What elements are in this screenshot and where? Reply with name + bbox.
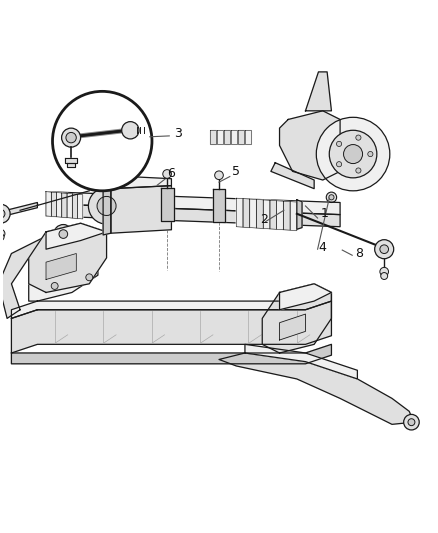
Text: 3: 3 bbox=[173, 127, 181, 140]
Polygon shape bbox=[297, 200, 302, 229]
Polygon shape bbox=[66, 158, 77, 163]
Polygon shape bbox=[279, 284, 332, 310]
Polygon shape bbox=[283, 201, 290, 230]
Text: 8: 8 bbox=[355, 247, 363, 260]
Polygon shape bbox=[224, 130, 230, 144]
Polygon shape bbox=[78, 195, 83, 219]
Circle shape bbox=[356, 168, 361, 173]
Polygon shape bbox=[279, 111, 340, 180]
Circle shape bbox=[329, 195, 334, 200]
Text: 1: 1 bbox=[321, 207, 328, 220]
Circle shape bbox=[88, 188, 125, 224]
Polygon shape bbox=[111, 185, 171, 233]
Circle shape bbox=[336, 141, 342, 147]
Polygon shape bbox=[250, 199, 257, 228]
Circle shape bbox=[59, 230, 67, 238]
Circle shape bbox=[163, 169, 171, 178]
Text: 4: 4 bbox=[318, 241, 326, 254]
Polygon shape bbox=[279, 314, 305, 340]
Polygon shape bbox=[210, 130, 216, 144]
Circle shape bbox=[97, 197, 116, 215]
Circle shape bbox=[381, 272, 388, 279]
Polygon shape bbox=[3, 203, 37, 216]
Polygon shape bbox=[72, 194, 78, 219]
Polygon shape bbox=[212, 189, 226, 222]
Polygon shape bbox=[219, 353, 413, 424]
Circle shape bbox=[122, 122, 139, 139]
Polygon shape bbox=[0, 228, 81, 318]
Polygon shape bbox=[238, 130, 244, 144]
Circle shape bbox=[326, 192, 337, 203]
Circle shape bbox=[51, 282, 58, 289]
Polygon shape bbox=[245, 130, 251, 144]
Polygon shape bbox=[111, 176, 171, 189]
Polygon shape bbox=[67, 193, 72, 218]
Polygon shape bbox=[46, 254, 76, 279]
Circle shape bbox=[329, 130, 377, 178]
Circle shape bbox=[0, 209, 5, 218]
Circle shape bbox=[53, 91, 152, 191]
Circle shape bbox=[215, 171, 223, 180]
Polygon shape bbox=[46, 192, 340, 215]
Polygon shape bbox=[277, 201, 283, 230]
Polygon shape bbox=[11, 301, 332, 353]
Circle shape bbox=[343, 144, 363, 164]
Text: 2: 2 bbox=[260, 213, 268, 226]
Polygon shape bbox=[290, 201, 297, 231]
Polygon shape bbox=[67, 163, 75, 167]
Polygon shape bbox=[29, 223, 106, 293]
Circle shape bbox=[0, 204, 10, 223]
Circle shape bbox=[66, 132, 76, 143]
Polygon shape bbox=[263, 200, 270, 229]
Polygon shape bbox=[270, 200, 277, 229]
Polygon shape bbox=[29, 258, 98, 301]
Circle shape bbox=[0, 233, 4, 240]
Text: 5: 5 bbox=[232, 165, 240, 178]
Polygon shape bbox=[245, 344, 357, 379]
Circle shape bbox=[380, 268, 389, 276]
Polygon shape bbox=[46, 223, 106, 249]
Polygon shape bbox=[305, 72, 332, 111]
Polygon shape bbox=[236, 198, 243, 227]
Circle shape bbox=[62, 128, 81, 147]
Polygon shape bbox=[231, 130, 237, 144]
Circle shape bbox=[54, 224, 73, 244]
Polygon shape bbox=[243, 199, 250, 228]
Circle shape bbox=[356, 135, 361, 140]
Circle shape bbox=[380, 245, 389, 254]
Circle shape bbox=[408, 419, 415, 426]
Polygon shape bbox=[161, 188, 173, 221]
Polygon shape bbox=[46, 192, 51, 216]
Polygon shape bbox=[11, 344, 332, 364]
Circle shape bbox=[316, 117, 390, 191]
Polygon shape bbox=[262, 284, 332, 353]
Polygon shape bbox=[217, 130, 223, 144]
Polygon shape bbox=[11, 293, 332, 318]
Circle shape bbox=[0, 229, 5, 238]
Polygon shape bbox=[62, 193, 67, 217]
Polygon shape bbox=[271, 163, 314, 189]
Circle shape bbox=[374, 240, 394, 259]
Polygon shape bbox=[57, 192, 62, 217]
Circle shape bbox=[404, 414, 419, 430]
Polygon shape bbox=[51, 192, 57, 217]
Circle shape bbox=[368, 151, 373, 157]
Circle shape bbox=[336, 161, 342, 167]
Text: 6: 6 bbox=[167, 167, 175, 180]
Circle shape bbox=[86, 274, 93, 281]
Polygon shape bbox=[103, 176, 111, 235]
Polygon shape bbox=[46, 204, 340, 227]
Polygon shape bbox=[257, 199, 263, 229]
